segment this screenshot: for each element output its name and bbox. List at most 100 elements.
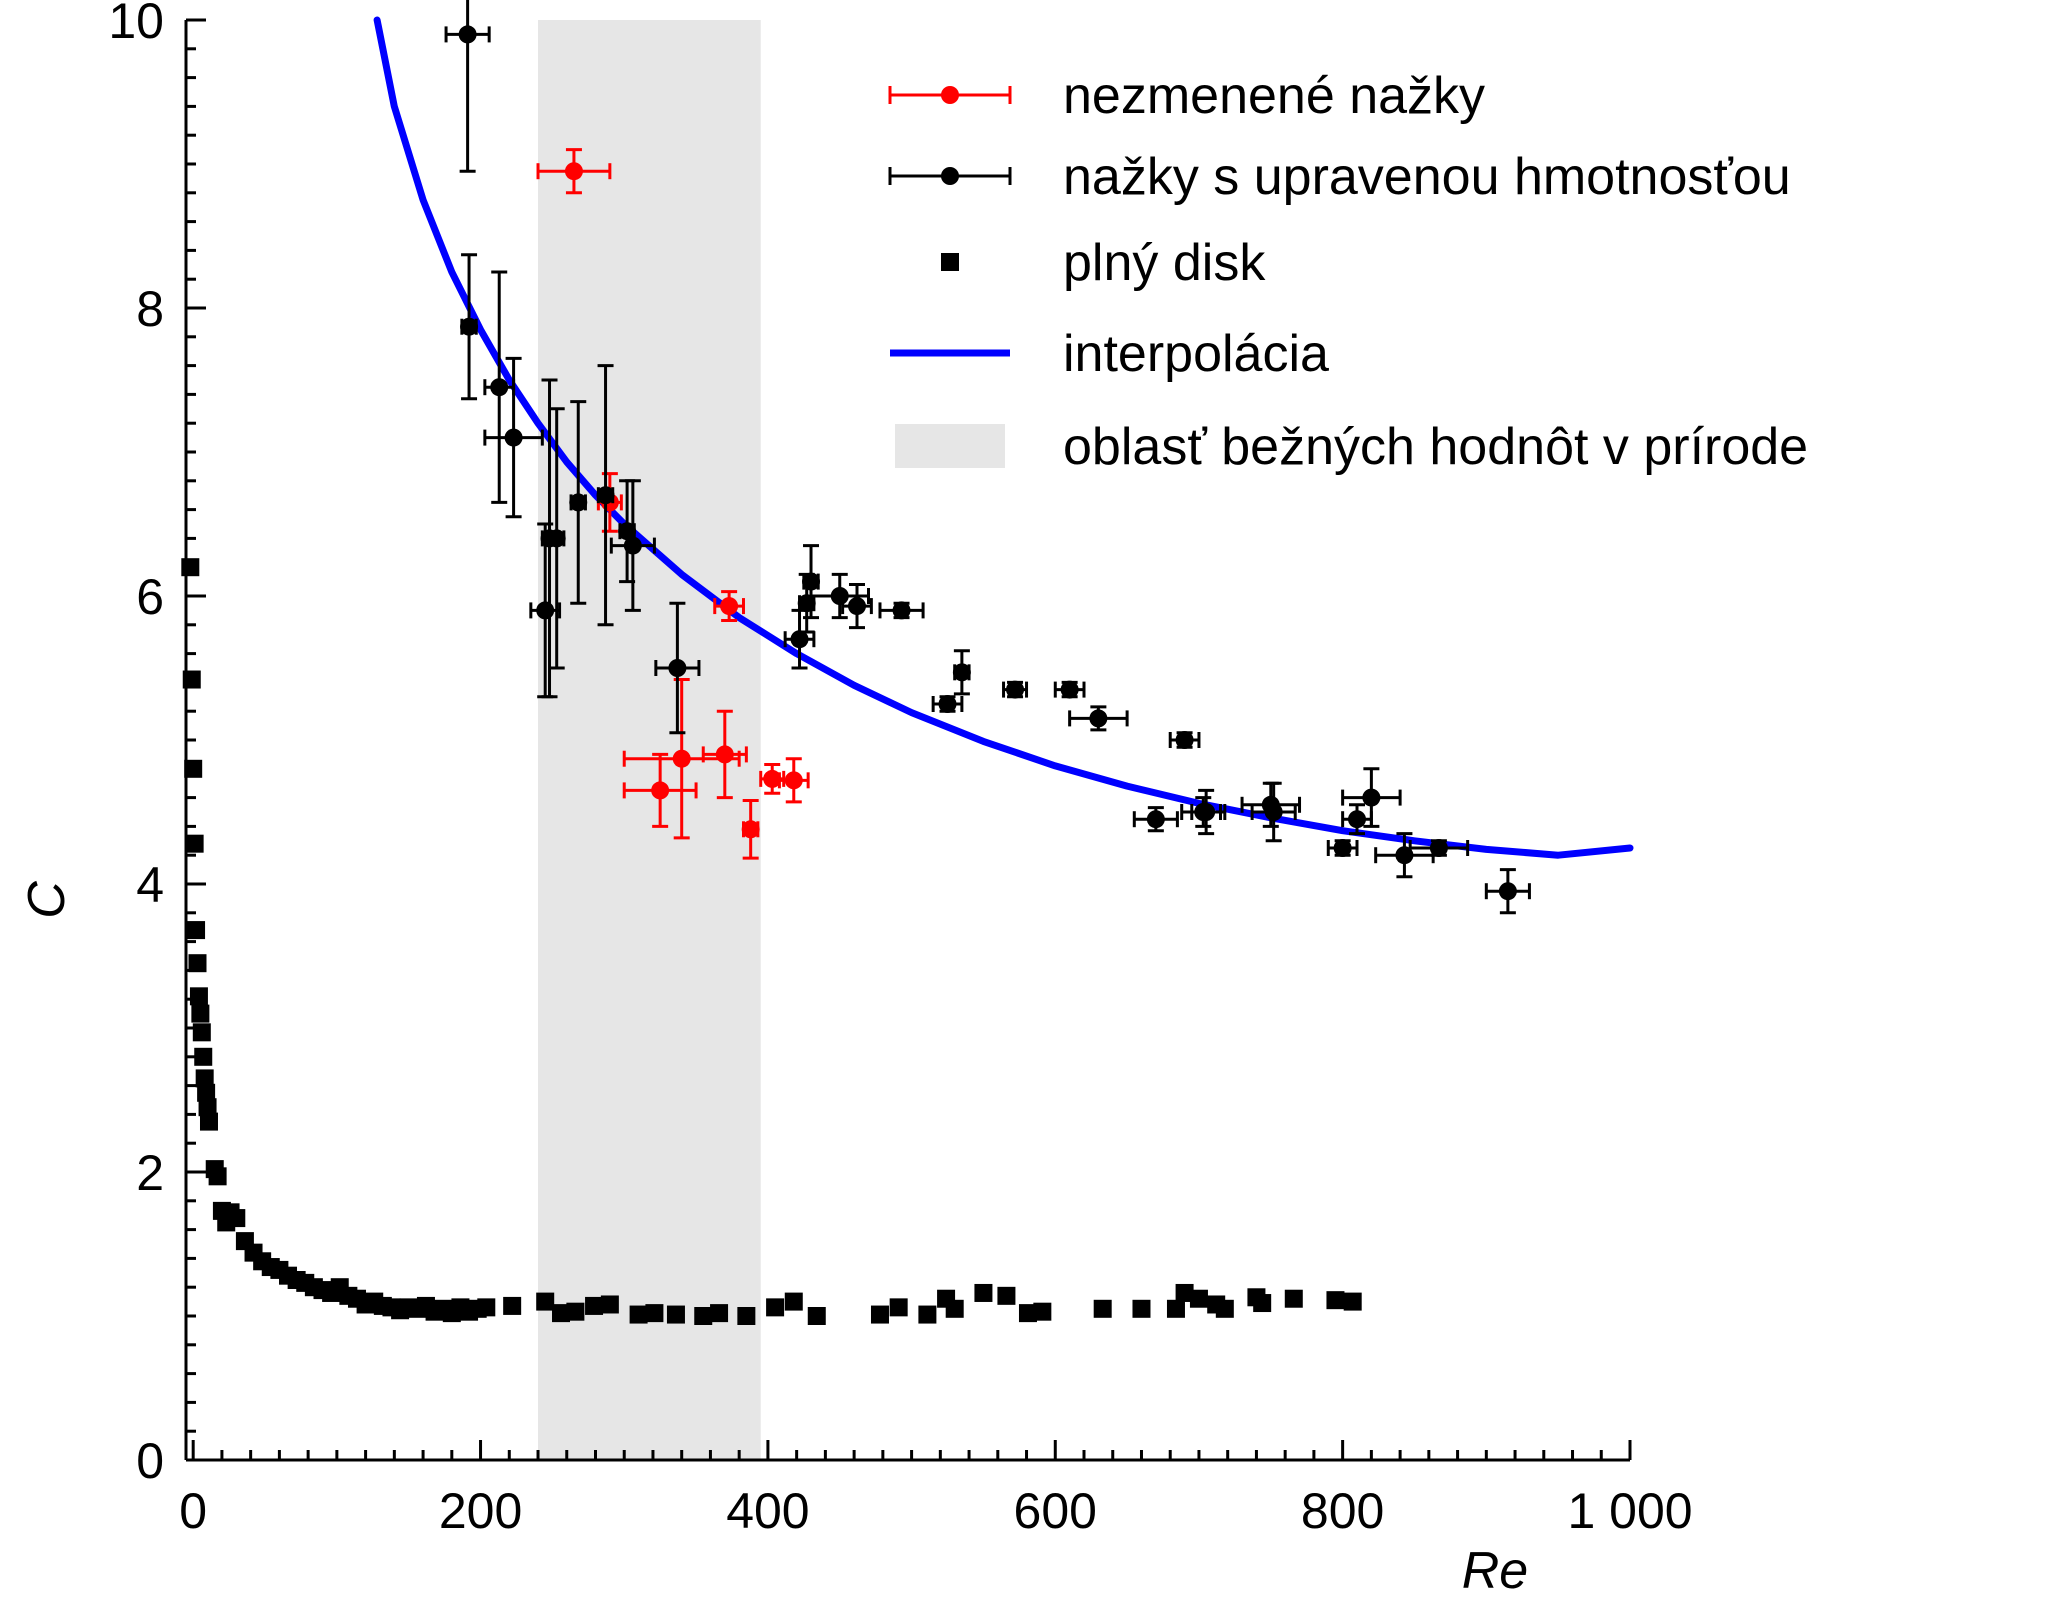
modified-achene-marker xyxy=(504,428,523,447)
full-disk-point xyxy=(192,1023,211,1042)
modified-achene-point xyxy=(1341,803,1373,836)
modified-achene-marker xyxy=(547,529,566,548)
full-disk-point xyxy=(1132,1299,1151,1318)
modified-achene-point xyxy=(596,364,615,627)
full-disk-point xyxy=(536,1292,555,1311)
modified-achene-point xyxy=(1408,839,1470,857)
legend-label: nažky s upravenou hmotnosťou xyxy=(1063,148,1791,206)
modified-achene-point xyxy=(1053,680,1086,699)
unmodified-achene-marker xyxy=(784,771,803,790)
legend: nezmenené nažky nažky s upravenou hmotnos… xyxy=(888,67,1808,476)
full-disk-point xyxy=(208,1167,227,1186)
modified-achene-marker xyxy=(1146,810,1165,829)
full-disk-point xyxy=(197,1083,216,1102)
y-axis-title: C xyxy=(18,881,76,919)
unmodified-achene-point xyxy=(777,757,810,804)
modified-achene-point xyxy=(483,270,516,504)
modified-achene-point xyxy=(841,582,873,630)
full-disk-point xyxy=(766,1298,785,1317)
modified-achene-marker xyxy=(458,25,477,44)
modified-achene-point xyxy=(1250,781,1297,843)
full-disk-point xyxy=(645,1304,664,1323)
full-disk-point xyxy=(1166,1299,1185,1318)
modified-achene-point xyxy=(931,695,964,713)
modified-achene-point xyxy=(1168,731,1201,749)
unmodified-achene-marker xyxy=(672,749,691,768)
modified-achene-point xyxy=(609,479,656,612)
full-disk-point xyxy=(807,1307,826,1325)
unmodified-achene-marker xyxy=(741,820,760,839)
full-disk-point xyxy=(870,1305,889,1324)
full-disk-point xyxy=(503,1296,522,1315)
interpolation-line-layer xyxy=(373,16,1634,859)
full-disk-point xyxy=(185,834,204,853)
full-disk-point xyxy=(1093,1299,1112,1318)
full-disk-point xyxy=(694,1307,713,1325)
full-disk-point xyxy=(566,1302,585,1321)
legend-marker xyxy=(941,86,959,104)
x-axis-title: Re xyxy=(1462,1542,1528,1600)
legend-marker xyxy=(941,253,959,271)
unmodified-achene-point xyxy=(701,709,748,800)
modified-achene-marker xyxy=(1060,680,1079,699)
unmodified-achene-marker xyxy=(763,769,782,788)
interpolation-line xyxy=(373,16,1634,859)
full-disk-point xyxy=(600,1295,619,1314)
modified-achene-point xyxy=(952,649,971,696)
full-disk-point xyxy=(974,1283,993,1302)
legend-item: nažky s upravenou hmotnosťou xyxy=(888,148,1791,206)
modified-achene-marker xyxy=(490,378,509,397)
unmodified-achene-marker xyxy=(720,597,739,616)
modified-achene-marker xyxy=(596,486,615,505)
full-disk-point xyxy=(1343,1292,1362,1311)
full-disk-point xyxy=(191,1004,210,1023)
full-disk-point xyxy=(666,1305,685,1324)
modified-achene-point xyxy=(654,601,701,735)
modified-achene-marker xyxy=(1264,803,1283,821)
modified-achene-marker xyxy=(536,601,555,620)
full-disk-point xyxy=(945,1299,964,1318)
modified-achene-marker xyxy=(1089,709,1108,728)
modified-achene-marker xyxy=(1498,882,1517,901)
modified-achene-marker xyxy=(830,587,849,605)
unmodified-achene-marker xyxy=(564,162,583,181)
full-disk-point xyxy=(737,1307,756,1325)
modified-achene-point xyxy=(1002,680,1029,699)
full-disk-point xyxy=(1326,1291,1345,1310)
modified-achene-marker xyxy=(802,572,821,591)
modified-achene-marker xyxy=(1429,839,1448,857)
modified-achene-marker xyxy=(1333,839,1352,857)
y-tick-label: 0 xyxy=(136,1433,164,1489)
modified-achene-point xyxy=(1326,839,1359,857)
unmodified-achene-marker xyxy=(651,781,670,800)
axes: 0 2 4 6 8 10 0 200 400 600 800 1 000 xyxy=(108,0,1692,1539)
full-disk-point xyxy=(227,1209,246,1228)
modified-achene-point xyxy=(802,544,821,620)
unmodified-achene-marker xyxy=(715,745,734,764)
y-tick-label: 4 xyxy=(136,857,164,913)
full-disk-point xyxy=(195,1069,214,1088)
full-disk-point xyxy=(194,1047,213,1066)
modified-achene-point xyxy=(460,253,479,401)
x-tick-label: 800 xyxy=(1301,1483,1384,1539)
unmodified-achene-point xyxy=(536,148,612,195)
legend-label: nezmenené nažky xyxy=(1063,67,1485,125)
modified-achene-marker xyxy=(847,597,866,616)
full-disk-point xyxy=(918,1305,937,1324)
full-disk-point xyxy=(1018,1304,1037,1323)
full-disk-point xyxy=(1175,1283,1194,1302)
full-disk-point xyxy=(1189,1289,1208,1308)
full-disk-point xyxy=(182,670,201,689)
y-tick-label: 8 xyxy=(136,281,164,337)
modified-achene-point xyxy=(569,400,588,605)
unmodified-achene-point xyxy=(713,590,745,622)
full-disk-point xyxy=(184,759,203,778)
legend-item: nezmenené nažky xyxy=(888,67,1485,125)
modified-achene-point xyxy=(1132,806,1179,833)
unmodified-achene-point xyxy=(741,798,760,860)
unmodified-achene-point xyxy=(622,752,698,828)
full-disk-point xyxy=(188,954,207,973)
modified-achene-marker xyxy=(569,493,588,512)
full-disk-point xyxy=(889,1298,908,1317)
